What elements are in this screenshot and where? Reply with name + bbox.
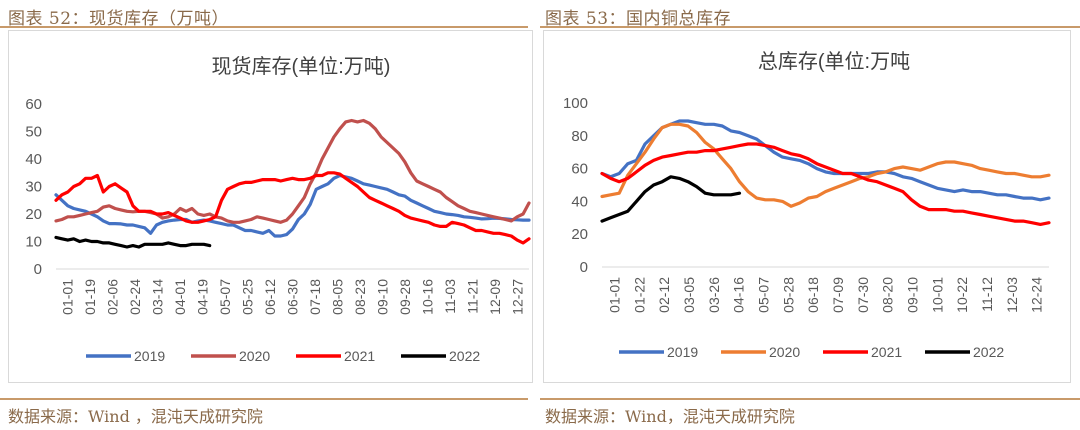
right-y-tick-label: 80 [571,128,588,145]
right-x-tick-label: 05-28 [780,277,796,313]
left-x-tick-label: 12-27 [510,279,526,315]
left-x-tick-label: 09-10 [375,279,391,315]
left-x-tick-label: 11-21 [465,279,481,314]
left-legend-label-2019: 2019 [134,348,165,364]
left-series-2021-line [54,171,531,245]
left-legend-label-2022: 2022 [449,348,480,364]
right-legend-label-2022: 2022 [973,344,1004,360]
left-x-tick-label: 07-18 [307,279,323,315]
left-caption: 图表 52：现货库存（万吨） [8,9,230,29]
left-series-2019-line [54,173,531,238]
right-legend-label-2020: 2020 [769,344,800,360]
right-x-tick-label: 12-03 [1004,277,1020,313]
right-source-rule [540,398,1080,400]
right-y-tick-label: 20 [571,226,588,243]
right-x-tick-label: 10-22 [954,277,970,313]
left-x-tick-label: 04-19 [194,279,210,315]
left-x-tick-label: 09-28 [397,279,413,315]
right-x-tick-label: 07-09 [830,277,846,313]
left-x-tick-label: 11-03 [442,279,458,314]
left-x-tick-label: 01-01 [59,279,75,315]
left-y-tick-label: 30 [25,179,42,196]
left-x-tick-label: 02-06 [104,279,120,315]
left-x-tick-label: 05-07 [217,279,233,315]
left-x-tick-label: 01-19 [82,279,98,315]
right-x-tick-label: 07-30 [855,277,871,313]
left-x-tick-label: 06-12 [262,279,278,315]
left-y-tick-label: 0 [34,261,42,278]
right-x-tick-label: 09-10 [904,277,920,313]
left-x-tick-label: 10-16 [420,279,436,315]
right-x-tick-label: 12-24 [1029,277,1045,313]
left-y-tick-label: 40 [25,151,42,168]
right-x-tick-label: 01-22 [631,277,647,313]
left-x-tick-label: 03-14 [149,279,165,315]
right-x-tick-label: 03-05 [681,277,697,313]
right-caption: 图表 53：国内铜总库存 [545,9,732,29]
right-x-tick-label: 08-20 [880,277,896,313]
left-y-tick-label: 20 [25,206,42,223]
right-series-2021-line [600,142,1051,226]
right-x-tick-label: 04-16 [731,277,747,313]
left-x-tick-label: 08-05 [330,279,346,315]
right-x-tick-label: 11-12 [979,277,995,312]
left-source: 数据来源：Wind ，混沌天成研究院 [8,407,263,426]
right-series-2019-line [600,119,1051,202]
left-chart: 现货库存(单位:万吨) 0 10 20 30 40 50 60 01-01 01-19 02-06 0… [25,55,531,364]
left-x-tick-label: 12-09 [487,279,503,315]
right-y-tick-label: 60 [571,161,588,178]
right-legend-label-2021: 2021 [871,344,902,360]
right-y-tick-label: 40 [571,193,588,210]
left-y-tick-label: 10 [25,234,42,251]
right-x-tick-label: 02-12 [656,277,672,313]
right-chart: 总库存(单位:万吨 0 20 40 60 80 100 01-01 01-22 02-12 03-0… [563,50,1051,360]
left-chart-box: 现货库存(单位:万吨) 0 10 20 30 40 50 60 01-01 01-19 02-06 0… [8,30,533,383]
right-chart-box: 总库存(单位:万吨 0 20 40 60 80 100 01-01 01-22 02-12 03-0… [543,30,1071,383]
left-y-tick-label: 60 [25,96,42,113]
left-series-2020-line [54,118,531,224]
right-x-tick-label: 10-01 [929,277,945,313]
left-x-tick-label: 02-24 [127,279,143,315]
right-series-2022-line [600,175,742,223]
left-y-tick-label: 50 [25,124,42,141]
left-legend-label-2021: 2021 [344,348,375,364]
right-chart-title: 总库存(单位:万吨 [758,50,910,73]
right-source: 数据来源：Wind，混沌天成研究院 [545,407,795,426]
right-x-tick-label: 05-07 [755,277,771,313]
right-x-tick-label: 06-18 [805,277,821,313]
right-x-tick-label: 01-01 [606,277,622,313]
right-x-tick-label: 03-26 [706,277,722,313]
left-x-tick-label: 06-30 [285,279,301,315]
left-x-tick-label: 05-25 [239,279,255,315]
left-source-rule [0,398,528,400]
right-caption-rule [540,26,1080,28]
right-y-tick-label: 100 [563,95,588,112]
right-legend-label-2019: 2019 [667,344,698,360]
right-series-2020-line [600,122,1051,208]
left-chart-title: 现货库存(单位:万吨) [212,55,391,78]
right-y-tick-label: 0 [580,259,588,276]
left-legend-label-2020: 2020 [239,348,270,364]
left-x-tick-label: 04-01 [172,279,188,315]
left-series-2022-line [54,235,212,249]
left-x-tick-label: 08-23 [352,279,368,315]
left-caption-rule [0,26,528,28]
